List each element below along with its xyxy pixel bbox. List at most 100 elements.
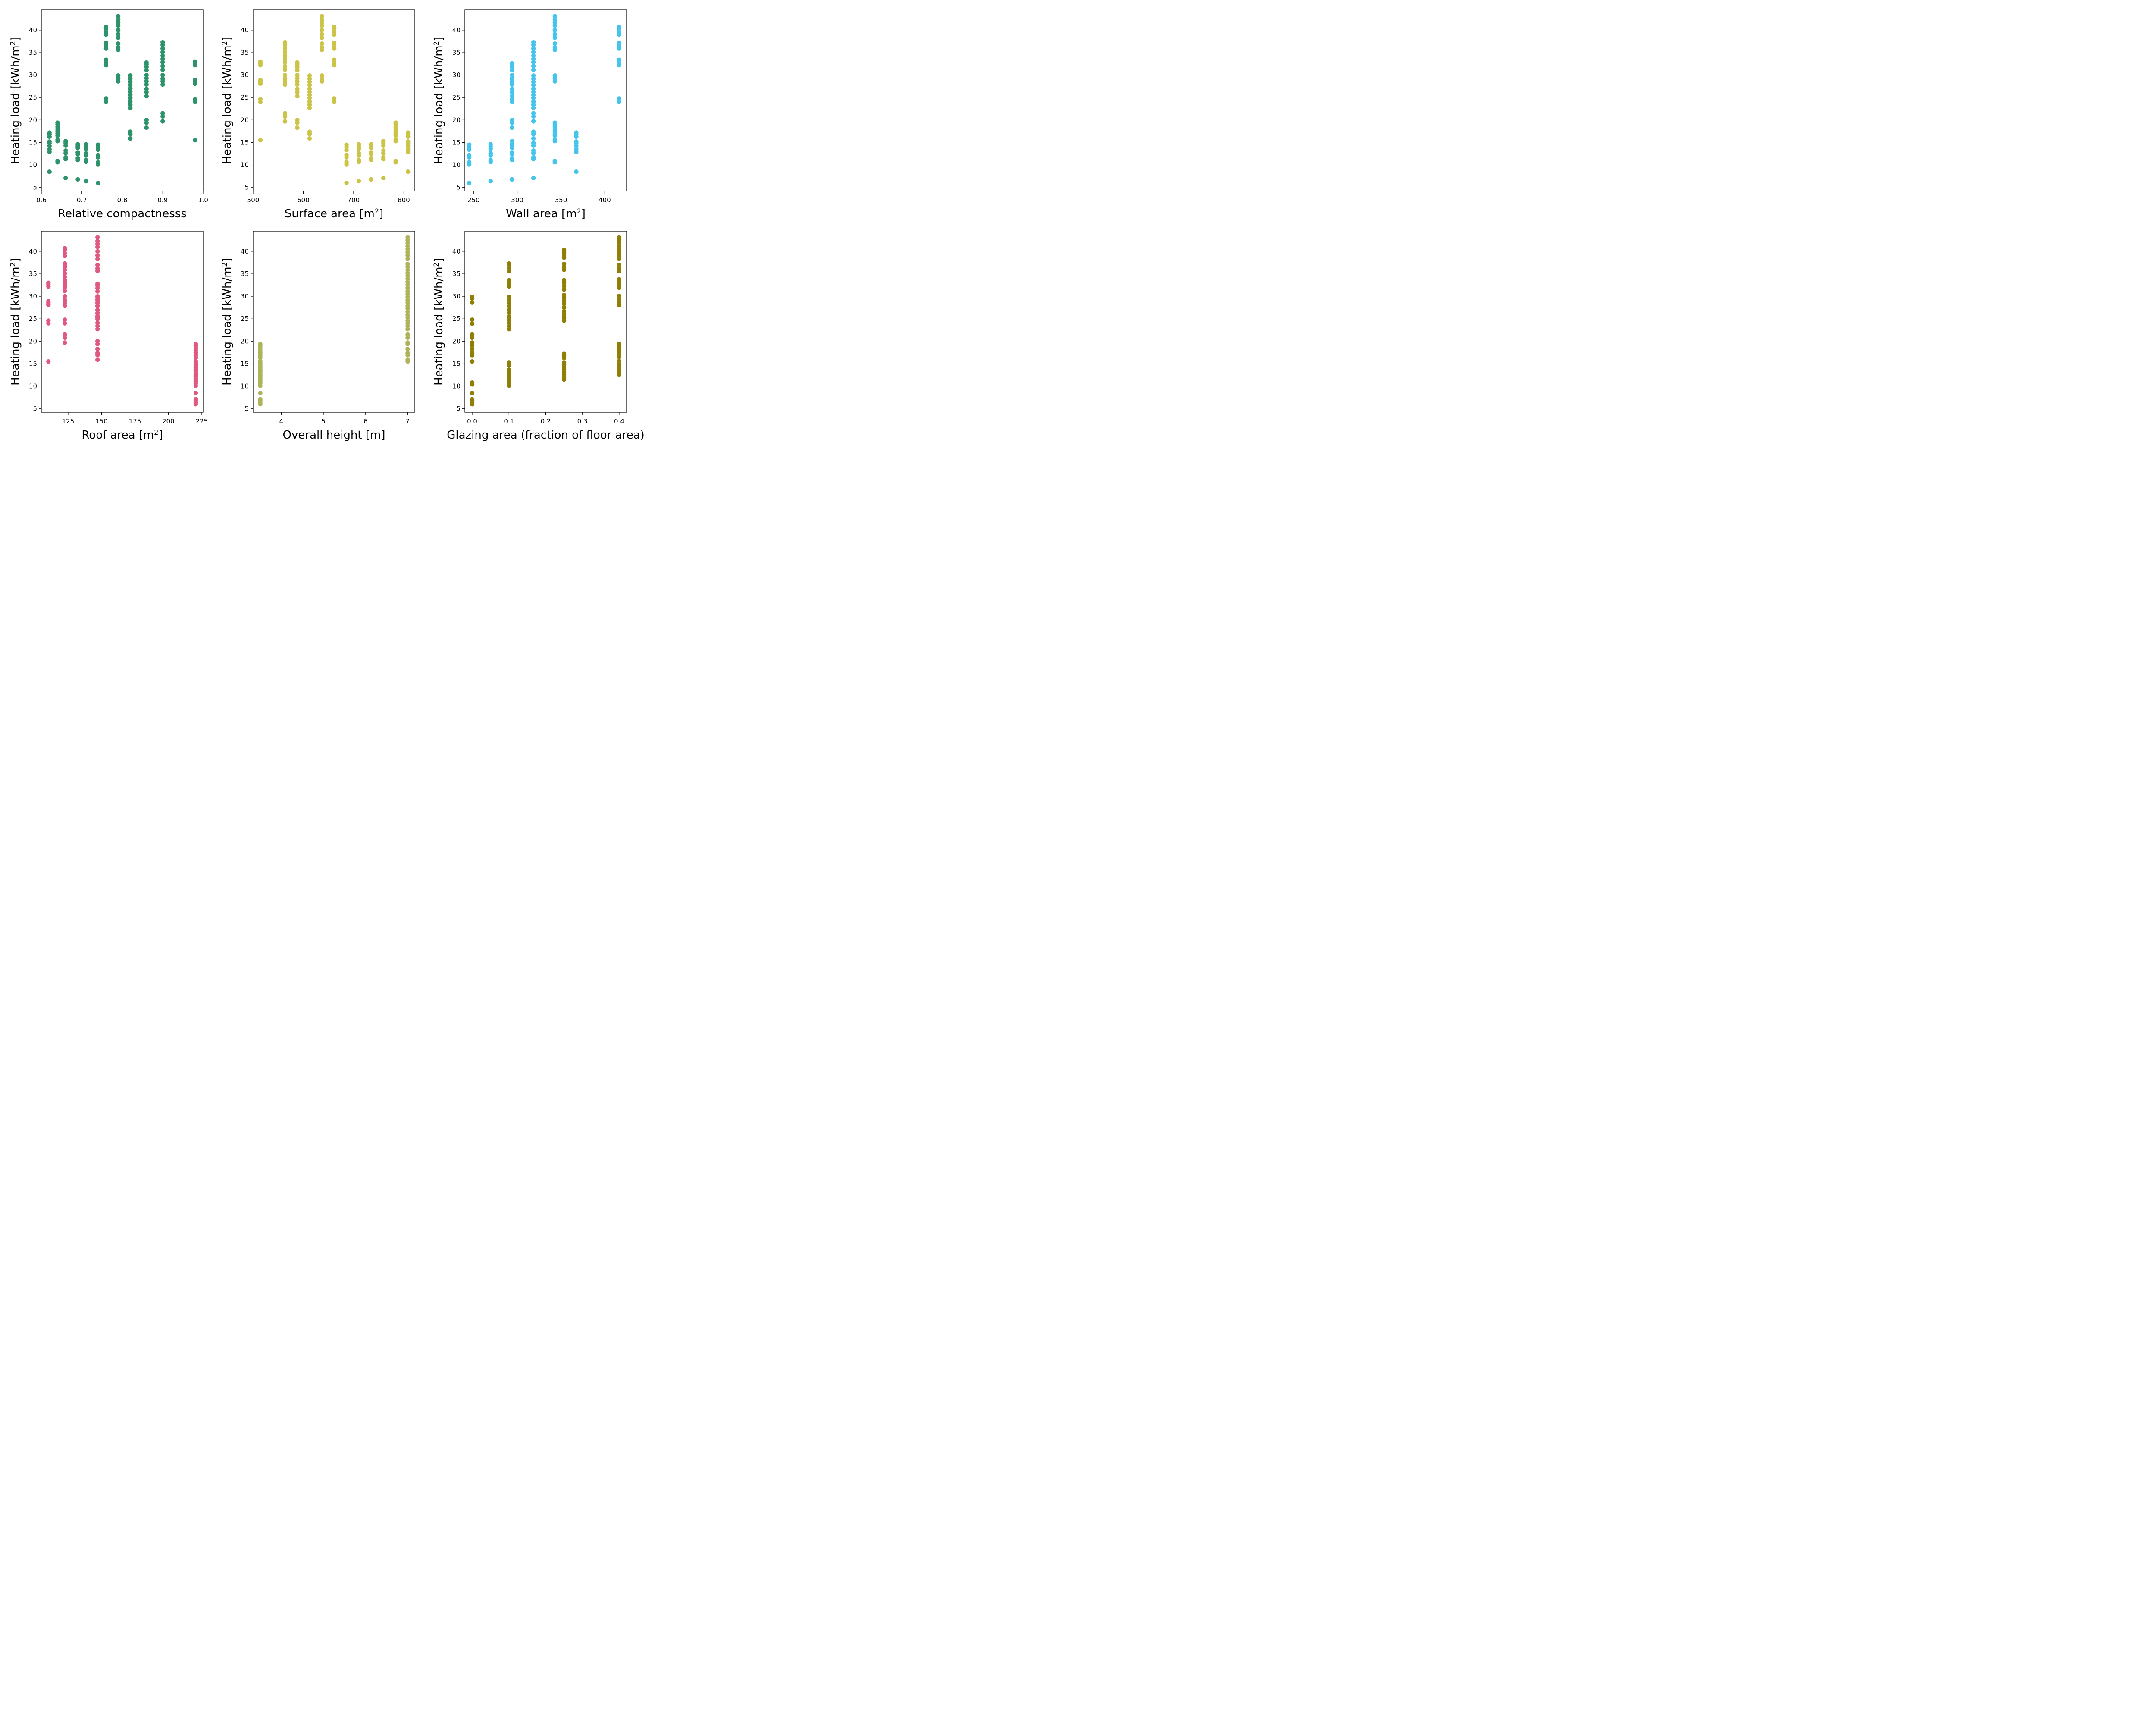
data-point: [405, 309, 410, 314]
data-point: [307, 89, 312, 94]
y-tick-label: 25: [241, 315, 249, 323]
data-point: [63, 303, 67, 308]
data-point: [561, 309, 567, 314]
data-point: [307, 79, 312, 84]
y-axis-title: Heating load [kWh/m2]: [432, 258, 446, 386]
data-point: [83, 151, 88, 156]
data-point: [295, 125, 300, 130]
x-tick-label: 6: [364, 417, 368, 425]
data-point: [193, 59, 197, 64]
data-point: [47, 169, 52, 174]
data-point: [128, 96, 133, 100]
data-point: [617, 257, 622, 261]
data-point: [510, 90, 514, 94]
data-point: [617, 100, 621, 104]
x-tick-label: 0.6: [36, 196, 47, 204]
data-point: [617, 362, 622, 367]
data-point: [552, 41, 557, 46]
data-point: [393, 158, 398, 163]
data-point: [405, 332, 410, 337]
data-point: [95, 235, 100, 240]
data-point: [160, 56, 165, 61]
data-point: [282, 114, 288, 119]
data-point: [405, 253, 410, 258]
data-point: [617, 358, 622, 364]
data-point: [510, 125, 514, 130]
data-point: [193, 78, 197, 82]
data-point: [95, 294, 100, 299]
data-point: [103, 44, 109, 48]
data-point: [75, 177, 80, 182]
data-point: [160, 72, 165, 78]
y-tick-label: 5: [456, 184, 461, 191]
data-point: [144, 87, 149, 91]
y-tick-label: 30: [29, 292, 37, 300]
data-point: [369, 177, 373, 182]
data-point: [531, 53, 536, 58]
data-point: [95, 281, 100, 286]
y-tick-label: 10: [241, 161, 249, 169]
data-point: [307, 92, 312, 97]
x-tick-label: 400: [599, 196, 611, 204]
y-tick-label: 15: [452, 138, 461, 146]
data-point: [561, 278, 567, 282]
data-point: [381, 139, 386, 144]
data-point: [617, 96, 621, 101]
data-point: [320, 45, 324, 50]
data-point: [510, 76, 514, 81]
x-tick-label: 0.9: [157, 196, 168, 204]
data-point: [295, 82, 300, 87]
y-tick-label: 25: [452, 315, 461, 323]
data-point: [531, 50, 536, 55]
data-point: [405, 270, 410, 276]
data-point: [488, 142, 493, 147]
data-point: [470, 380, 475, 385]
x-tick-label: 600: [297, 196, 310, 204]
data-point: [574, 130, 579, 135]
y-tick-label: 25: [29, 315, 37, 323]
data-point: [55, 158, 60, 163]
data-point: [320, 14, 324, 19]
data-point: [405, 346, 410, 351]
data-point: [95, 339, 100, 344]
data-point: [574, 147, 579, 152]
data-point: [510, 94, 514, 99]
data-point: [95, 249, 100, 254]
data-point: [160, 111, 165, 116]
data-point: [507, 301, 511, 305]
data-point: [128, 82, 133, 88]
data-point: [531, 96, 536, 100]
data-point: [510, 142, 514, 147]
data-point: [356, 151, 361, 156]
data-point: [617, 342, 622, 346]
y-tick-label: 25: [452, 94, 461, 101]
y-tick-label: 15: [241, 360, 249, 367]
data-point: [282, 56, 288, 61]
data-point: [405, 244, 410, 248]
data-point: [470, 359, 475, 364]
data-point: [344, 153, 349, 157]
data-point: [552, 35, 557, 40]
data-point: [507, 261, 511, 266]
data-point: [46, 359, 51, 364]
data-point: [95, 351, 100, 355]
data-point: [282, 50, 288, 55]
data-point: [507, 363, 511, 368]
data-point: [96, 142, 100, 147]
data-point: [128, 86, 133, 91]
data-point: [507, 314, 511, 319]
data-point: [405, 235, 410, 240]
data-point: [63, 289, 67, 293]
data-point: [332, 40, 337, 45]
data-point: [369, 156, 373, 161]
data-point: [144, 79, 149, 84]
data-point: [95, 307, 100, 312]
x-axis-title: Relative compactnesss: [58, 207, 187, 220]
data-point: [95, 326, 100, 332]
x-tick-label: 250: [467, 196, 480, 204]
x-tick-label: 0.0: [467, 417, 477, 425]
data-point: [531, 67, 536, 72]
data-point: [95, 245, 100, 249]
data-point: [128, 129, 133, 134]
data-points: [470, 235, 622, 407]
